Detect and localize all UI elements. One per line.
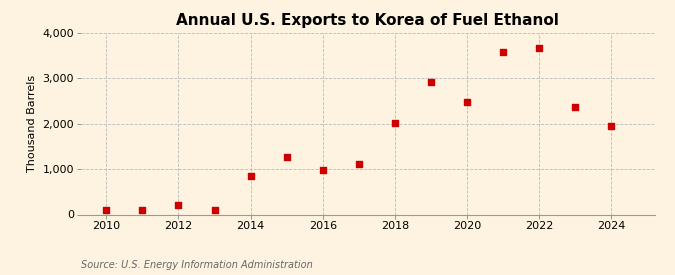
Point xyxy=(606,123,617,128)
Point xyxy=(101,208,111,212)
Point xyxy=(462,100,472,104)
Y-axis label: Thousand Barrels: Thousand Barrels xyxy=(27,75,37,172)
Point xyxy=(354,161,364,166)
Point xyxy=(245,174,256,178)
Text: Source: U.S. Energy Information Administration: Source: U.S. Energy Information Administ… xyxy=(81,260,313,270)
Title: Annual U.S. Exports to Korea of Fuel Ethanol: Annual U.S. Exports to Korea of Fuel Eth… xyxy=(176,13,560,28)
Point xyxy=(426,80,437,85)
Point xyxy=(497,50,508,54)
Point xyxy=(570,105,580,109)
Point xyxy=(173,203,184,208)
Point xyxy=(389,121,400,125)
Point xyxy=(281,155,292,159)
Point xyxy=(137,208,148,213)
Point xyxy=(317,168,328,172)
Point xyxy=(534,45,545,50)
Point xyxy=(209,208,220,212)
